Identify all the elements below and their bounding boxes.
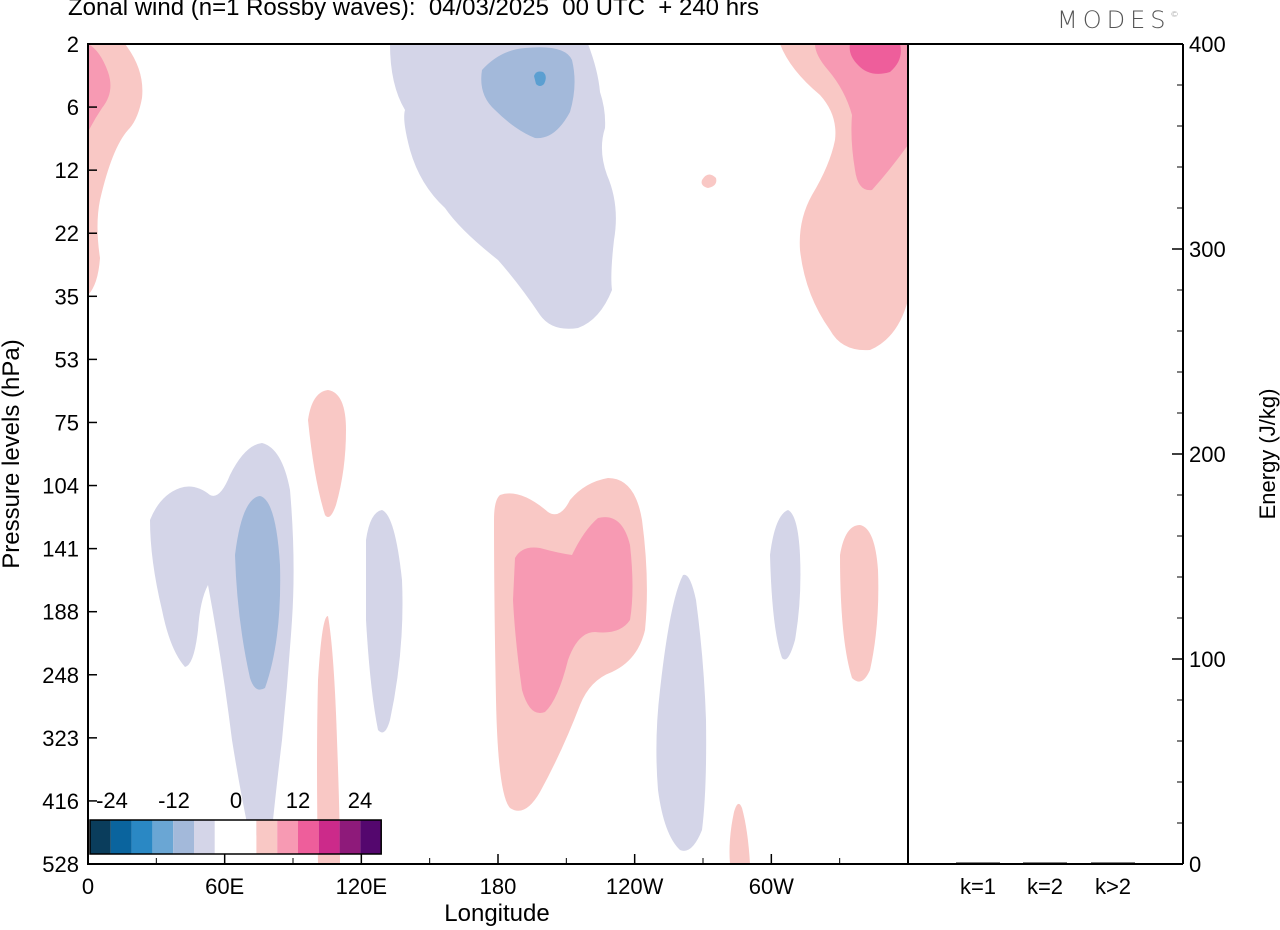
pressure-tick-label: 104: [42, 474, 79, 499]
longitude-tick-label: 120W: [606, 874, 664, 899]
energy-tick-label: 0: [1189, 852, 1201, 877]
longitude-tick-label: 60W: [749, 874, 794, 899]
colorbar-swatch: [110, 820, 132, 854]
energy-category-label: k=1: [960, 874, 996, 899]
colorbar-swatch: [360, 820, 382, 854]
y-axis-label: Pressure levels (hPa): [0, 339, 25, 568]
contour-positive-light: [308, 390, 346, 518]
energy-bar: [1023, 862, 1067, 864]
pressure-tick-label: 248: [42, 663, 79, 688]
colorbar-swatch: [318, 820, 340, 854]
contour-positive-light: [317, 615, 340, 864]
contour-negative-mid: [235, 496, 281, 690]
pressure-tick-label: 323: [42, 726, 79, 751]
colorbar-tick-label: -12: [158, 788, 190, 813]
contour-negative-mid: [481, 47, 575, 139]
contour-positive-mid: [88, 44, 111, 132]
logo-copyright-mark: ©: [1170, 10, 1179, 19]
colorbar-tick-label: 12: [286, 788, 310, 813]
contour-positive-light: [729, 803, 750, 864]
energy-category-label: k=2: [1027, 874, 1063, 899]
colorbar-tick-label: -24: [96, 788, 128, 813]
pressure-axis: 2 6 12 22 35 53 75 104 141 188 248 323 416 528: [42, 32, 97, 877]
colorbar-frame: [89, 819, 382, 855]
colorbar-swatch: [235, 820, 257, 854]
longitude-axis: 0 60E 120E 180 120W 60W: [82, 854, 841, 899]
energy-panel: [908, 43, 1184, 865]
contour-positive-mid: [513, 517, 633, 714]
chart-title: Zonal wind (n=1 Rossby waves): 04/03/202…: [68, 0, 760, 21]
pressure-tick-label: 22: [55, 221, 79, 246]
wind-contour-field: [88, 44, 908, 864]
pressure-tick-label: 6: [67, 95, 79, 120]
energy-tick-label: 200: [1189, 442, 1226, 467]
contour-positive-light: [701, 174, 717, 188]
pressure-tick-label: 528: [42, 852, 79, 877]
energy-bar: [1091, 862, 1135, 864]
contour-negative-light: [770, 510, 801, 660]
energy-axis-label: Energy (J/kg): [1255, 389, 1280, 520]
energy-category-label: k>2: [1095, 874, 1131, 899]
energy-tick-label: 400: [1189, 32, 1226, 57]
energy-bar: [956, 862, 1000, 864]
colorbar-tick-label: 0: [230, 788, 242, 813]
logo-text: MODES: [1057, 6, 1171, 34]
x-axis-label: Longitude: [444, 900, 549, 927]
contour-positive-mid: [815, 44, 908, 191]
contour-negative-light: [366, 510, 403, 733]
colorbar-swatch: [194, 820, 215, 854]
colorbar-swatch: [256, 820, 278, 854]
pressure-tick-label: 53: [55, 347, 79, 372]
energy-bars: k=1 k=2 k>2: [956, 862, 1135, 899]
pressure-tick-label: 188: [42, 600, 79, 625]
colorbar-swatch: [131, 820, 153, 854]
colorbar-swatch: [214, 820, 236, 854]
colorbar-legend: -24 -12 0 12 24: [89, 788, 382, 855]
colorbar-swatch: [298, 820, 319, 854]
modes-logo: MODES©: [1057, 6, 1178, 34]
energy-axis: 0 100 200 300 400: [1172, 32, 1226, 877]
longitude-tick-label: 180: [480, 874, 517, 899]
colorbar-swatch: [277, 820, 298, 854]
colorbar-swatch: [90, 820, 111, 854]
contour-negative-light: [656, 574, 707, 851]
longitude-tick-label: 0: [82, 874, 94, 899]
longitude-tick-label: 60E: [205, 874, 244, 899]
pressure-tick-label: 12: [55, 158, 79, 183]
pressure-tick-label: 141: [42, 537, 79, 562]
energy-tick-label: 100: [1189, 647, 1226, 672]
colorbar-swatch: [173, 820, 194, 854]
pressure-tick-label: 416: [42, 789, 79, 814]
contour-negative-strong: [534, 71, 546, 86]
colorbar-swatch: [152, 820, 174, 854]
pressure-tick-label: 2: [67, 32, 79, 57]
longitude-tick-label: 120E: [336, 874, 387, 899]
colorbar-swatch: [339, 820, 361, 854]
contour-positive-light: [840, 525, 879, 682]
pressure-tick-label: 75: [55, 410, 79, 435]
energy-tick-label: 300: [1189, 237, 1226, 262]
colorbar-tick-label: 24: [348, 788, 372, 813]
contour-positive-strong: [849, 44, 901, 74]
pressure-tick-label: 35: [55, 284, 79, 309]
